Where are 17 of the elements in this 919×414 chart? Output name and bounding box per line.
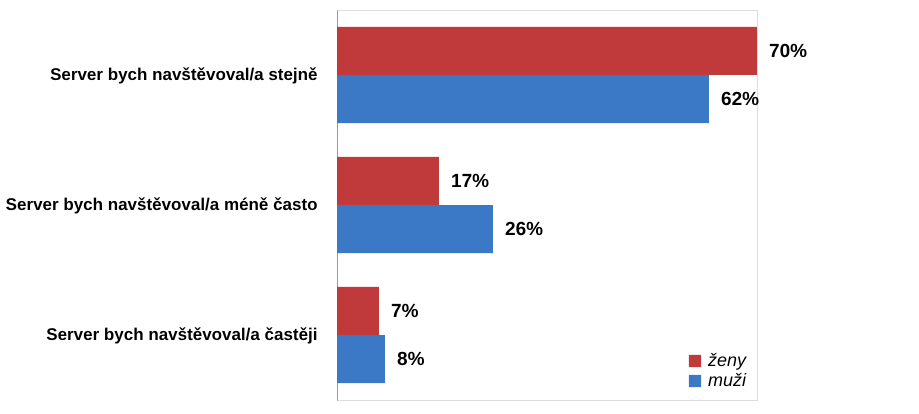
bar <box>337 335 385 384</box>
bar <box>337 156 439 205</box>
y-tick-label: Server bych navštěvoval/a méně často <box>6 195 318 214</box>
bar <box>337 286 379 335</box>
bar <box>337 205 493 254</box>
y-tick-label: Server bych navštěvoval/a častěji <box>46 325 318 344</box>
bar <box>337 26 757 75</box>
data-label: 17% <box>451 170 490 192</box>
legend-label: muži <box>708 370 748 390</box>
data-label: 62% <box>721 89 760 110</box>
y-tick-label: Server bych navštěvoval/a stejně <box>50 65 318 84</box>
data-label: 26% <box>505 219 544 240</box>
legend-label: ženy <box>707 350 748 370</box>
data-label: 8% <box>397 349 425 370</box>
bar <box>337 75 709 124</box>
data-label: 7% <box>391 300 419 322</box>
data-label: 70% <box>769 40 808 62</box>
